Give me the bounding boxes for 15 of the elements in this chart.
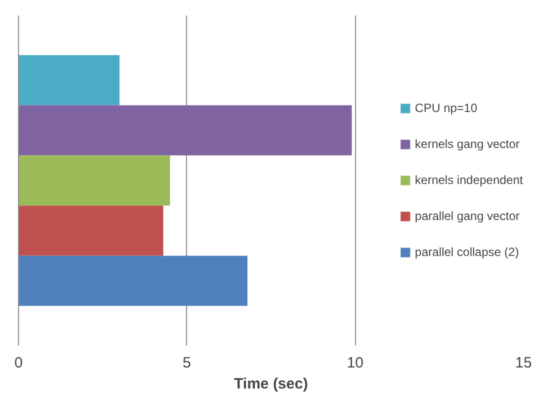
legend-label: parallel gang vector [414, 209, 520, 223]
x-axis-title: Time (sec) [234, 376, 308, 392]
bar [18, 206, 164, 256]
x-tick-label: 0 [14, 354, 23, 372]
legend-label: parallel collapse (2) [414, 245, 519, 259]
bar [18, 55, 120, 106]
x-tick-label: 5 [182, 354, 192, 372]
legend-label: CPU np=10 [414, 101, 478, 115]
legend-label: kernels independent [414, 173, 523, 187]
x-tick-label: 15 [515, 354, 532, 372]
x-tick-label: 10 [346, 354, 364, 372]
legend-label: kernels gang vector [414, 137, 520, 151]
bar [18, 105, 352, 156]
bar [18, 155, 170, 206]
bar [18, 256, 248, 306]
